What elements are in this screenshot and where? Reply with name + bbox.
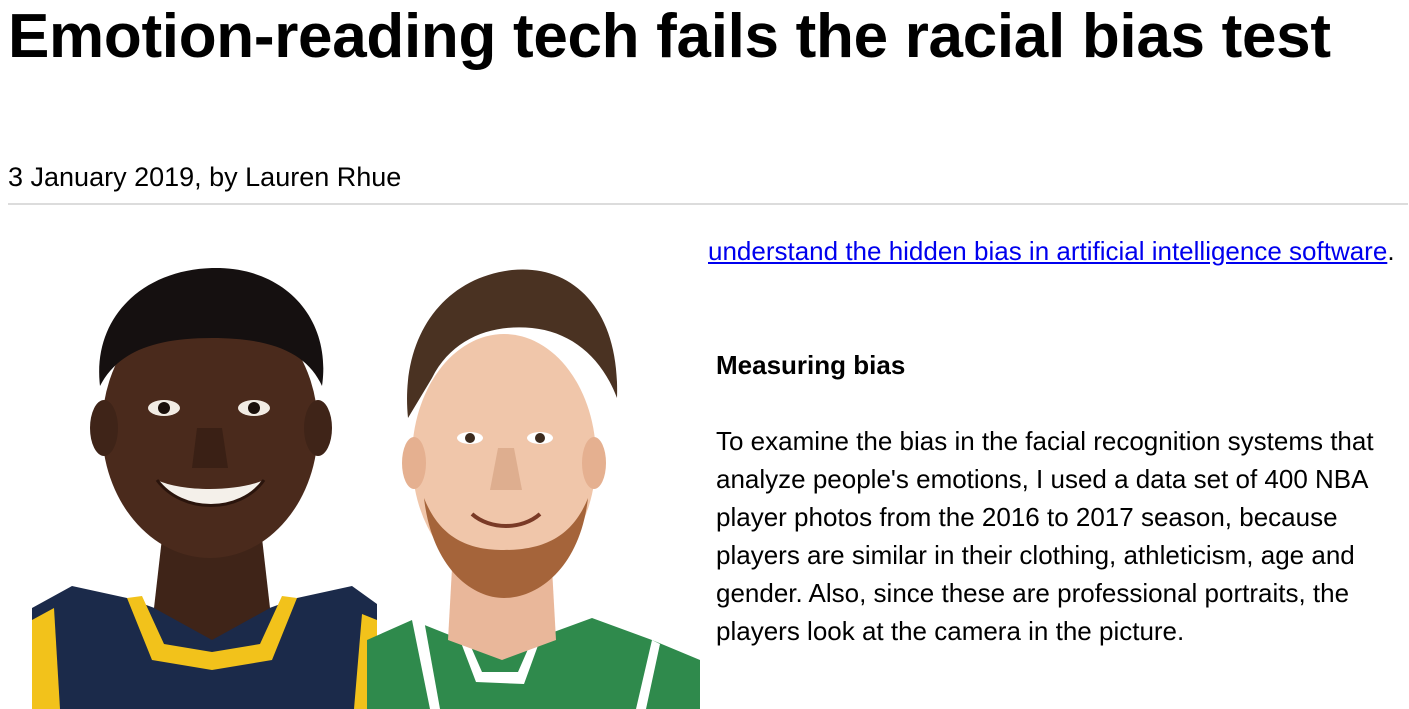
article-body: understand the hidden bias in artificial… (708, 232, 1408, 646)
article-title: Emotion-reading tech fails the racial bi… (8, 2, 1331, 71)
body-paragraph: To examine the bias in the facial recogn… (716, 426, 1374, 646)
article-byline: 3 January 2019, by Lauren Rhue (8, 162, 402, 192)
lead-paragraph: understand the hidden bias in artificial… (708, 232, 1408, 270)
left-player-portrait (32, 268, 377, 709)
player-portraits-illustration (32, 268, 700, 709)
lead-suffix: . (1387, 236, 1395, 266)
section-heading: Measuring bias (716, 350, 906, 380)
article-photo (32, 268, 700, 709)
title-divider (8, 203, 1408, 205)
bias-in-ai-link[interactable]: understand the hidden bias in artificial… (708, 236, 1388, 266)
right-player-portrait (367, 269, 700, 709)
